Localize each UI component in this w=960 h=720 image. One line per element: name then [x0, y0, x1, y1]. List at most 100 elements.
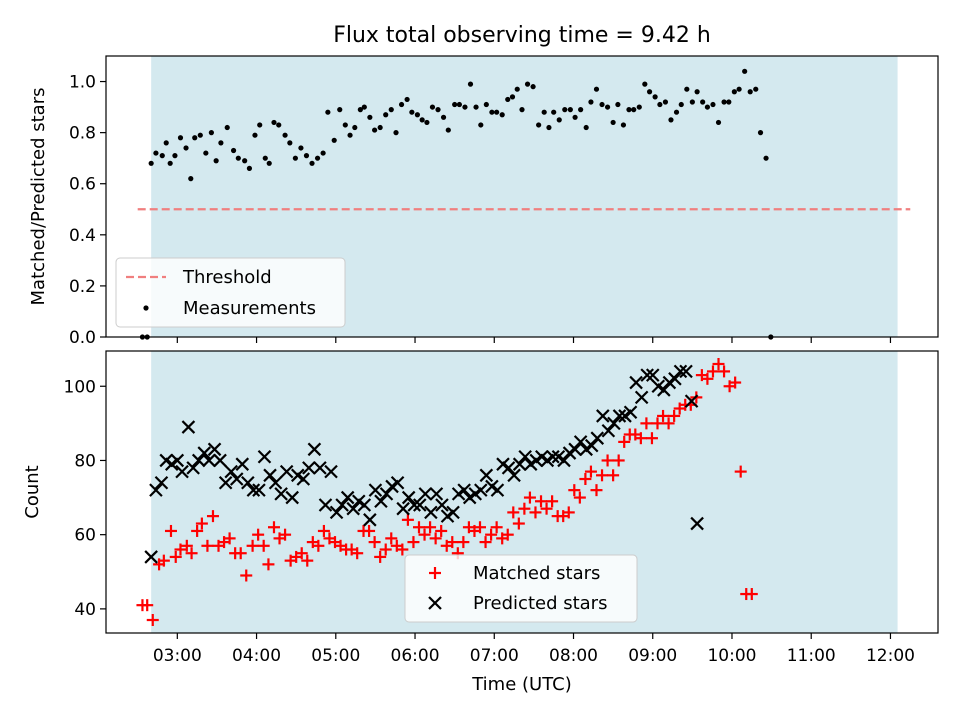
predicted-star-point: [149, 483, 163, 497]
measurement-point: [631, 107, 637, 113]
measurement-point: [483, 101, 489, 108]
predicted-star-point: [673, 364, 688, 379]
measurement-point: [367, 114, 373, 120]
predicted-star-point: [668, 372, 682, 386]
predicted-star-point: [518, 449, 532, 464]
measurement-point: [505, 96, 511, 103]
x-axis-label: Time (UTC): [471, 674, 572, 695]
matched-star-point: [457, 536, 470, 549]
predicted-star-point: [175, 464, 189, 479]
x-tick-label: 04:00: [232, 646, 281, 666]
predicted-star-point: [257, 449, 272, 464]
matched-star-point: [169, 550, 182, 563]
x-tick-label: 03:00: [153, 646, 202, 666]
predicted-star-point: [390, 475, 405, 490]
predicted-star-point: [241, 475, 255, 490]
measurement-point: [172, 153, 178, 159]
legend-measurements-swatch: [143, 305, 149, 311]
predicted-star-point: [690, 516, 704, 531]
measurement-point: [167, 160, 173, 166]
legend-matched-swatch: [429, 567, 441, 579]
measurement-point: [757, 130, 764, 136]
matched-star-point: [157, 554, 170, 567]
measurement-point: [562, 107, 568, 113]
measurement-point: [684, 86, 690, 92]
predicted-star-point: [252, 483, 266, 497]
matched-star-point: [618, 435, 631, 448]
y-tick-label: 0.4: [69, 226, 96, 246]
matched-star-point: [584, 465, 597, 478]
measurement-point: [262, 155, 268, 161]
predicted-star-point: [313, 461, 327, 475]
predicted-star-point: [202, 453, 216, 468]
matched-star-point: [540, 502, 553, 515]
predicted-star-point: [186, 461, 200, 475]
measurement-point: [414, 112, 421, 118]
y-tick-label: 0.8: [69, 124, 96, 144]
matched-star-point: [396, 543, 409, 556]
y-tick-label: 100: [64, 377, 96, 397]
measurement-point: [452, 101, 458, 108]
predicted-star-point: [623, 405, 638, 420]
predicted-star-point: [274, 487, 288, 501]
predicted-star-point: [191, 453, 206, 468]
predicted-star-point: [479, 468, 494, 483]
measurement-point: [473, 104, 479, 110]
measurement-point: [383, 112, 389, 118]
matched-star-point: [407, 536, 420, 549]
predicted-star-point: [546, 449, 560, 464]
predicted-star-point: [584, 438, 599, 453]
matched-star-point: [301, 554, 314, 567]
matched-star-point: [607, 469, 620, 482]
predicted-star-point: [181, 420, 196, 434]
predicted-star-point: [213, 453, 227, 468]
matched-star-point: [246, 539, 259, 552]
predicted-star-point: [368, 483, 383, 497]
measurement-point: [429, 104, 436, 110]
predicted-star-point: [279, 464, 294, 479]
matched-star-point: [474, 521, 487, 534]
ratio-panel: 0.0 0.2 0.4 0.6 0.8 1.0 Matched/Predicted sta…: [28, 55, 939, 348]
predicted-star-point: [568, 442, 582, 457]
matched-star-point: [379, 543, 392, 556]
predicted-star-point: [235, 457, 250, 471]
ratio-panel-legend: Threshold Measurements: [115, 257, 346, 328]
measurement-point: [298, 145, 304, 151]
measurement-point: [636, 104, 642, 110]
measurement-point: [536, 122, 542, 128]
measurement-point: [440, 114, 447, 120]
measurement-point: [700, 99, 706, 105]
measurement-point: [257, 122, 263, 128]
measurement-point: [710, 101, 716, 108]
matched-star-point: [601, 454, 614, 467]
predicted-star-point: [629, 375, 643, 390]
matched-star-point: [662, 417, 675, 430]
measurement-point: [192, 135, 198, 141]
measurement-point: [404, 96, 410, 103]
matched-star-point: [164, 524, 177, 537]
measurement-point: [620, 122, 627, 128]
measurement-point: [331, 137, 337, 143]
count-panel-frame: [105, 350, 939, 634]
legend-measurements-label: Measurements: [183, 298, 316, 319]
measurement-point: [514, 86, 520, 92]
matched-star-point: [446, 536, 459, 549]
measurement-point: [530, 84, 536, 90]
predicted-star-point: [645, 368, 660, 382]
y-tick-label: 40: [74, 600, 96, 620]
matched-star-point: [185, 547, 198, 560]
measurement-point: [721, 99, 727, 105]
matched-star-point: [429, 532, 442, 545]
x-tick-label: 12:00: [866, 646, 915, 666]
matched-star-point: [295, 547, 308, 560]
matched-star-point: [435, 524, 448, 537]
matched-star-point: [174, 543, 187, 556]
chart-title: Flux total observing time = 9.42 h: [333, 23, 711, 48]
measurement-point: [499, 112, 505, 118]
measurement-point: [303, 153, 310, 159]
measurement-point: [445, 127, 451, 133]
matched-star-point: [706, 365, 719, 378]
measurement-point: [246, 165, 253, 171]
predicted-star-point: [684, 394, 699, 408]
matched-star-point: [412, 521, 425, 534]
